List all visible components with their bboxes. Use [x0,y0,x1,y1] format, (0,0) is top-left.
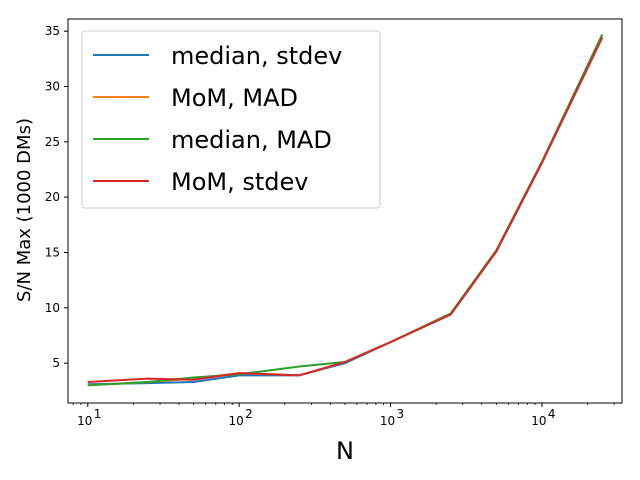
x-tick-label-exponent: 1 [94,407,102,421]
x-tick-label: 10 [380,414,395,428]
legend-label: median, stdev [171,42,342,70]
x-tick-label-exponent: 4 [548,407,556,421]
series-line-4 [87,37,604,383]
x-tick-label-exponent: 3 [397,407,405,421]
x-tick-label: 10 [77,414,92,428]
x-tick-label: 10 [531,414,546,428]
y-tick-label: 30 [45,80,60,94]
y-axis-label: S/N Max (1000 DMs) [14,118,35,302]
legend: median, stdev MoM, MAD median, MAD MoM, std… [81,30,381,209]
y-tick-label: 15 [45,245,60,259]
y-tick-label: 10 [45,301,60,315]
y-tick-label: 35 [45,24,60,38]
x-tick-label-exponent: 2 [245,407,253,421]
y-tick-label: 20 [45,190,60,204]
y-tick-label: 5 [52,356,60,370]
legend-box [81,30,381,209]
x-axis-label: N [336,437,354,465]
x-tick-label: 10 [229,414,244,428]
series-layer [87,34,604,387]
legend-label: median, MAD [171,126,332,154]
y-tick-label: 25 [45,135,60,149]
legend-label: MoM, stdev [171,168,308,196]
legend-label: MoM, MAD [171,84,298,112]
